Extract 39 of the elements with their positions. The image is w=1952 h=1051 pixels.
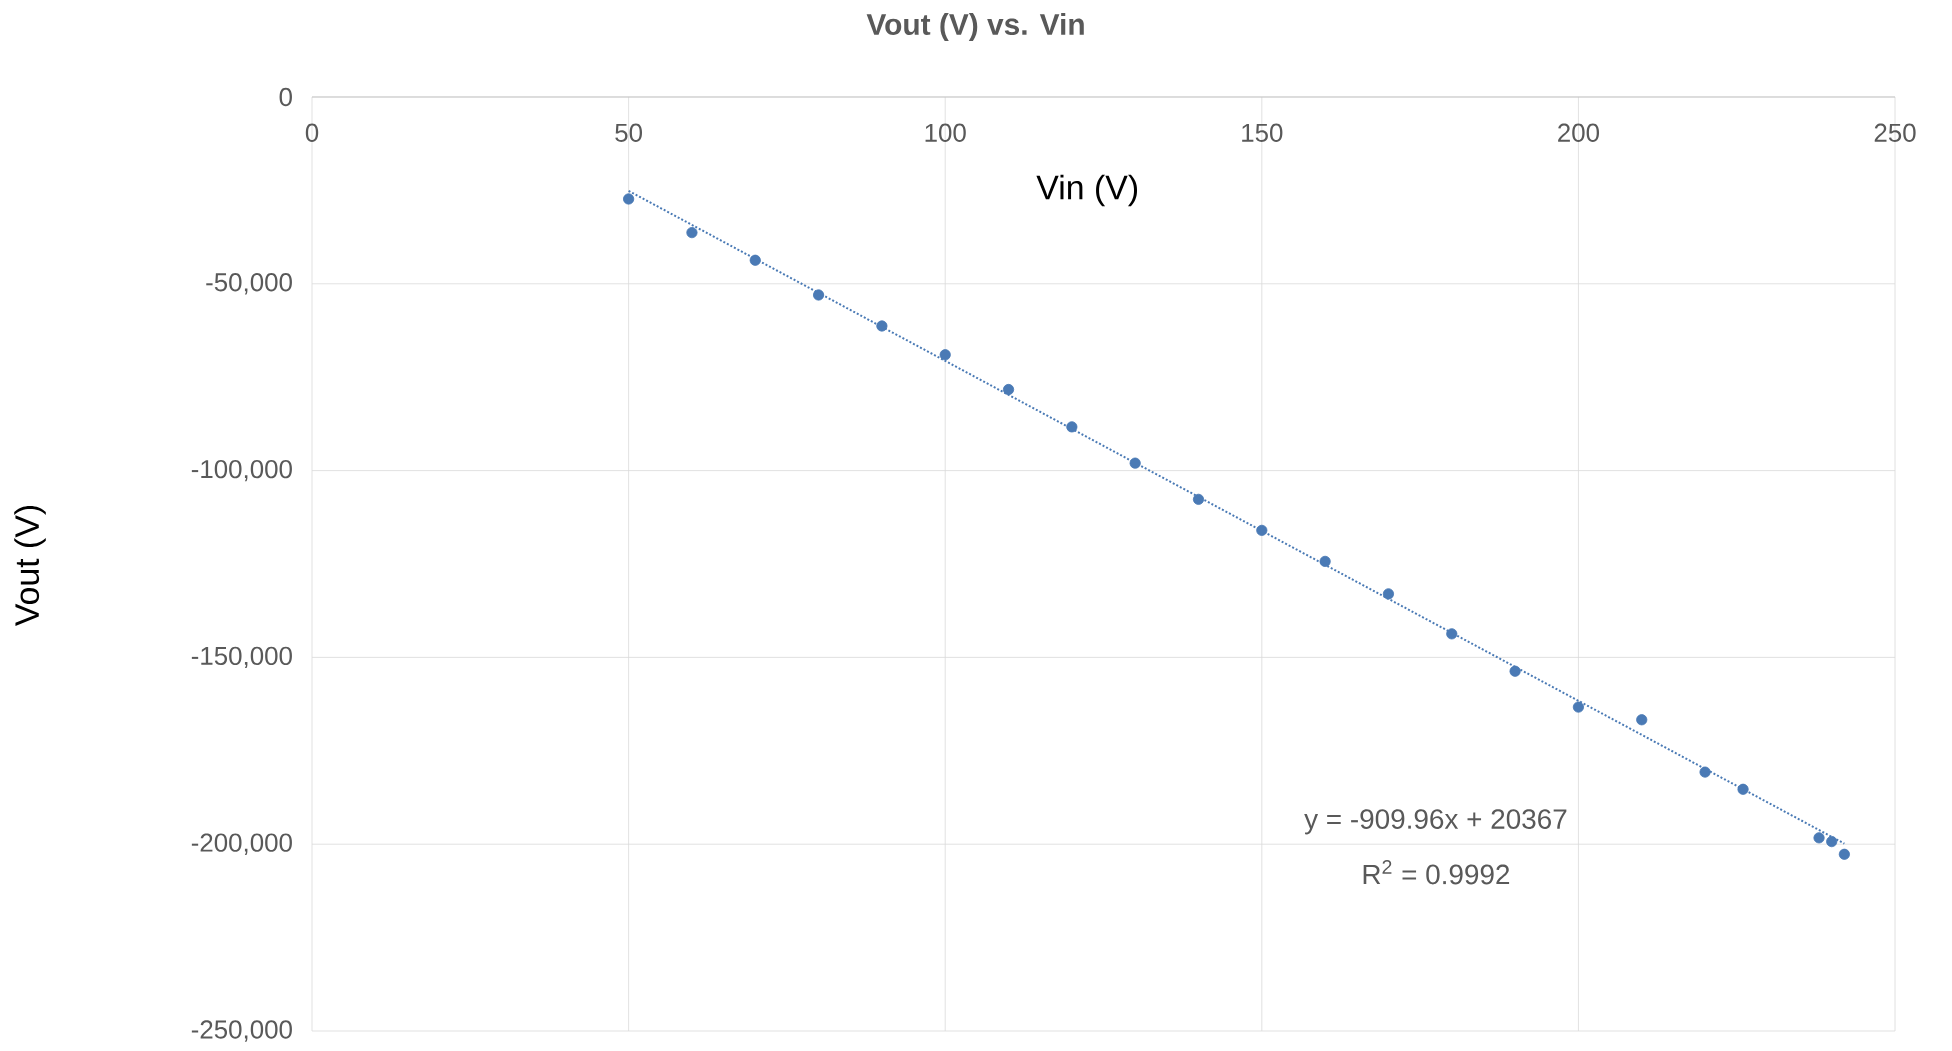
chart-title: Vout (V) vs. Vin — [866, 13, 1084, 41]
point — [1636, 714, 1648, 726]
point — [812, 289, 825, 301]
y-tick-label: -200,000 — [191, 833, 292, 855]
point — [1129, 457, 1141, 469]
point — [1192, 493, 1205, 505]
point — [1446, 628, 1458, 640]
point — [1002, 383, 1015, 396]
y-tick-label: 0 — [279, 87, 292, 107]
y-tick-label: -150,000 — [191, 646, 292, 669]
point — [939, 349, 951, 361]
annotation: y = -909.96x + 20367 — [1304, 809, 1567, 835]
point — [1838, 848, 1850, 860]
y-tick-label: -100,000 — [191, 459, 292, 482]
point — [749, 254, 761, 266]
point — [1256, 524, 1268, 536]
point — [876, 320, 888, 332]
point — [1699, 766, 1711, 778]
point — [1826, 836, 1838, 848]
x-tick-label: 50 — [615, 123, 643, 142]
point — [1572, 701, 1584, 713]
x-tick-label: 200 — [1558, 123, 1600, 142]
point — [1066, 421, 1078, 433]
annotation: R$^{2}$ = 0.9992 — [1363, 860, 1510, 885]
y-axis-title: Vout (V) — [14, 505, 46, 627]
x-tick-label: 100 — [925, 123, 966, 142]
x-tick-label: 150 — [1242, 123, 1283, 142]
y-tick-label: -250,000 — [191, 1020, 292, 1042]
x-axis-title: Vin (V) — [1036, 174, 1138, 207]
point — [1319, 555, 1331, 567]
point — [1813, 832, 1825, 844]
point — [1737, 783, 1749, 795]
y-tick-label: -50,000 — [206, 273, 292, 295]
point — [1509, 665, 1521, 677]
point — [623, 193, 635, 205]
x-tick-label: 0 — [305, 123, 319, 142]
point — [1382, 588, 1395, 600]
point — [686, 227, 698, 239]
x-tick-label: 250 — [1874, 123, 1916, 142]
